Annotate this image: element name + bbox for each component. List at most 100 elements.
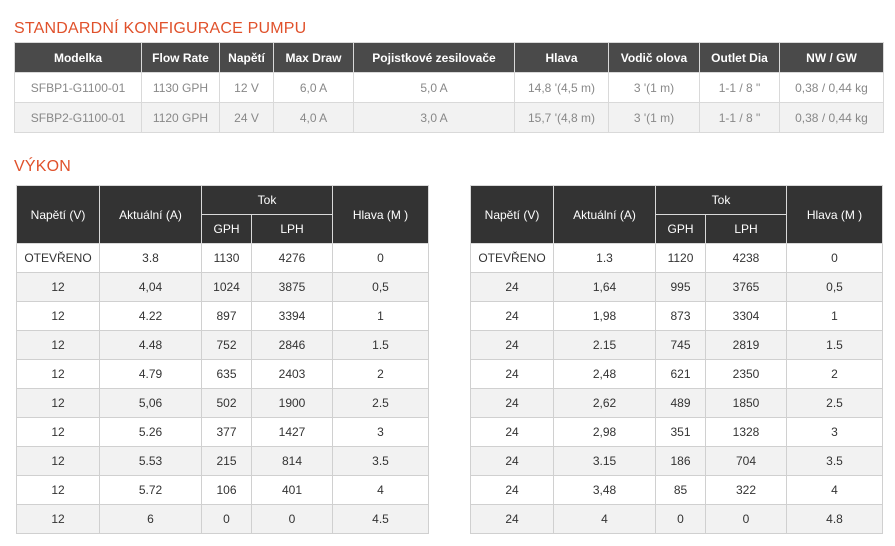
table-cell: 2.5 — [332, 388, 429, 418]
table-cell: 1130 GPH — [141, 72, 220, 103]
table-cell: 2,98 — [553, 417, 656, 447]
table-cell: 1-1 / 8 " — [699, 72, 780, 103]
table-cell: 15,7 '(4,8 m) — [514, 102, 609, 133]
col-header-gph: GPH — [655, 214, 706, 244]
table-row: 12 5.72 106 401 4 — [16, 475, 429, 505]
table-cell: 12 — [16, 504, 100, 534]
table-cell: 24 — [470, 359, 554, 389]
performance-table-24v: Napětí (V) Aktuální (A) Tok Hlava (M ) G… — [470, 185, 883, 534]
table-cell: 0 — [201, 504, 252, 534]
table-cell: 12 — [16, 417, 100, 447]
col-header-current: Aktuální (A) — [553, 185, 656, 244]
table-cell: 12 — [16, 301, 100, 331]
col-header-flow-rate: Flow Rate — [141, 42, 220, 73]
table-row: 12 5,06 502 1900 2.5 — [16, 388, 429, 418]
table-row: 12 5.53 215 814 3.5 — [16, 446, 429, 476]
table-cell: 106 — [201, 475, 252, 505]
table-cell: 24 — [470, 504, 554, 534]
table-cell: 1130 — [201, 243, 252, 273]
table-cell: 85 — [655, 475, 706, 505]
config-section-title: STANDARDNÍ KONFIGURACE PUMPU — [14, 20, 307, 37]
table-cell: 377 — [201, 417, 252, 447]
table-cell: 4276 — [251, 243, 333, 273]
table-cell: 3 '(1 m) — [608, 72, 700, 103]
table-cell: 24 — [470, 475, 554, 505]
table-row: 12 4.22 897 3394 1 — [16, 301, 429, 331]
performance-table-12v: Napětí (V) Aktuální (A) Tok Hlava (M ) G… — [16, 185, 429, 534]
table-cell: 3765 — [705, 272, 787, 302]
table-cell: 4 — [786, 475, 883, 505]
table-cell: 1,64 — [553, 272, 656, 302]
table-cell: 2,62 — [553, 388, 656, 418]
table-cell: 2350 — [705, 359, 787, 389]
table-cell: 12 — [16, 475, 100, 505]
table-row: 24 3.15 186 704 3.5 — [470, 446, 883, 476]
table-cell: 24 — [470, 417, 554, 447]
table-cell: 5,06 — [99, 388, 202, 418]
table-cell: 1-1 / 8 " — [699, 102, 780, 133]
table-cell: 0 — [251, 504, 333, 534]
col-header-head: Hlava (M ) — [786, 185, 883, 244]
table-cell: 1.5 — [332, 330, 429, 360]
table-cell: 1.5 — [786, 330, 883, 360]
table-cell: 635 — [201, 359, 252, 389]
table-cell: 489 — [655, 388, 706, 418]
table-cell: 1900 — [251, 388, 333, 418]
col-header-lph: LPH — [705, 214, 787, 244]
table-cell: 401 — [251, 475, 333, 505]
table-row: 12 4.79 635 2403 2 — [16, 359, 429, 389]
col-header-flow: Tok — [655, 185, 787, 215]
table-cell: 0 — [705, 504, 787, 534]
table-cell: 814 — [251, 446, 333, 476]
table-cell: SFBP2-G1100-01 — [14, 102, 142, 133]
table-cell: 704 — [705, 446, 787, 476]
table-cell: 12 — [16, 388, 100, 418]
table-cell: 12 — [16, 272, 100, 302]
table-cell: 0,5 — [786, 272, 883, 302]
table-cell: 3875 — [251, 272, 333, 302]
table-cell: 24 — [470, 301, 554, 331]
col-header-head: Hlava — [514, 42, 609, 73]
table-cell: 4 — [553, 504, 656, 534]
table-cell: 4,04 — [99, 272, 202, 302]
table-cell: 12 — [16, 446, 100, 476]
col-header-voltage: Napětí — [219, 42, 274, 73]
col-header-fuse: Pojistkové zesilovače — [353, 42, 515, 73]
table-cell: 12 — [16, 330, 100, 360]
table-cell: 6,0 A — [273, 72, 354, 103]
table-cell: SFBP1-G1100-01 — [14, 72, 142, 103]
table-cell: 873 — [655, 301, 706, 331]
table-cell: 3.8 — [99, 243, 202, 273]
table-cell: 2,48 — [553, 359, 656, 389]
table-cell: 12 — [16, 359, 100, 389]
table-cell: 1.3 — [553, 243, 656, 273]
table-cell: 2403 — [251, 359, 333, 389]
col-header-outlet-dia: Outlet Dia — [699, 42, 780, 73]
table-row: SFBP1-G1100-01 1130 GPH 12 V 6,0 A 5,0 A 14,8… — [14, 72, 884, 103]
table-row: 24 3,48 85 322 4 — [470, 475, 883, 505]
table-cell: 186 — [655, 446, 706, 476]
col-header-flow: Tok — [201, 185, 333, 215]
table-cell: 3 '(1 m) — [608, 102, 700, 133]
table-cell: 0,38 / 0,44 kg — [779, 72, 884, 103]
table-cell: 1024 — [201, 272, 252, 302]
table-cell: OTEVŘENO — [470, 243, 554, 273]
table-cell: 3304 — [705, 301, 787, 331]
table-cell: 3.5 — [332, 446, 429, 476]
table-cell: 5.72 — [99, 475, 202, 505]
table-cell: 1427 — [251, 417, 333, 447]
table-row: 24 2,98 351 1328 3 — [470, 417, 883, 447]
table-cell: 502 — [201, 388, 252, 418]
col-header-max-draw: Max Draw — [273, 42, 354, 73]
table-cell: 3.15 — [553, 446, 656, 476]
table-row: 12 5.26 377 1427 3 — [16, 417, 429, 447]
table-row: 24 4 0 0 4.8 — [470, 504, 883, 534]
table-row: 24 2,62 489 1850 2.5 — [470, 388, 883, 418]
config-header-row: Modelka Flow Rate Napětí Max Draw Pojist… — [14, 42, 884, 73]
col-header-lead-wire: Vodič olova — [608, 42, 700, 73]
table-cell: 621 — [655, 359, 706, 389]
table-cell: 24 — [470, 272, 554, 302]
col-header-voltage: Napětí (V) — [470, 185, 554, 244]
table-cell: 24 — [470, 388, 554, 418]
table-cell: 2.15 — [553, 330, 656, 360]
